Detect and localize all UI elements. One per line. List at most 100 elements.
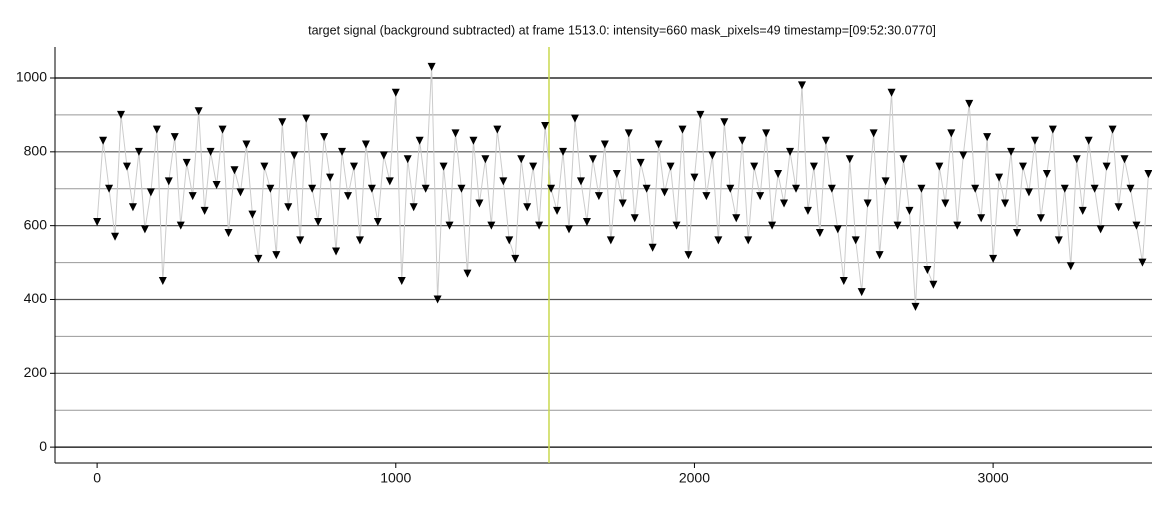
marker [803,206,812,215]
marker [373,217,382,226]
marker [541,121,550,130]
marker [1001,199,1010,208]
marker [439,162,448,171]
marker [1144,169,1152,178]
marker [744,236,753,245]
marker [582,217,591,226]
marker [660,188,669,197]
marker [146,188,155,197]
marker [338,147,347,156]
marker [391,88,400,97]
marker [756,192,765,201]
marker [696,110,705,119]
marker [624,129,633,138]
marker [947,129,956,138]
marker [935,162,944,171]
marker [290,151,299,160]
marker [815,229,824,238]
marker [869,129,878,138]
chart-title: target signal (background subtracted) at… [308,23,936,37]
marker [117,110,126,119]
marker [851,236,860,245]
y-tick-label: 1000 [16,69,47,85]
marker [588,155,597,164]
marker [1066,262,1075,271]
marker [726,184,735,193]
marker [750,162,759,171]
marker [296,236,305,245]
marker [134,147,143,156]
marker [636,158,645,167]
marker [1084,136,1093,145]
series-line [96,66,1149,307]
marker [594,192,603,201]
marker [1013,229,1022,238]
marker [332,247,341,256]
marker [505,236,514,245]
marker [600,140,609,149]
marker [995,173,1004,182]
marker [797,81,806,90]
marker [977,214,986,223]
marker [451,129,460,138]
marker [188,192,197,201]
marker [93,217,102,226]
marker [720,118,729,127]
marker [397,277,406,286]
marker [487,221,496,230]
marker [140,225,149,234]
x-tick-label: 3000 [978,470,1009,486]
marker [493,125,502,134]
marker [218,125,227,134]
marker [791,184,800,193]
marker [200,206,209,215]
marker [547,184,556,193]
marker [433,295,442,304]
marker [989,254,998,263]
marker [612,169,621,178]
marker [475,199,484,208]
marker [714,236,723,245]
marker [923,265,932,274]
marker [648,243,657,252]
marker [983,133,992,142]
marker [122,162,131,171]
marker [780,199,789,208]
marker [176,221,185,230]
marker [654,140,663,149]
marker [445,221,454,230]
marker [570,114,579,123]
marker [403,155,412,164]
marker [708,151,717,160]
marker [630,214,639,223]
marker [786,147,795,156]
marker [284,203,293,212]
y-tick-label: 0 [39,438,47,454]
marker [355,236,364,245]
marker [702,192,711,201]
marker [164,177,173,186]
marker [469,136,478,145]
marker [1036,214,1045,223]
marker [278,118,287,127]
marker [606,236,615,245]
marker [768,221,777,230]
marker [1054,236,1063,245]
marker [266,184,275,193]
marker [230,166,239,175]
marker [529,162,538,171]
marker [302,114,311,123]
marker [320,133,329,142]
marker [738,136,747,145]
x-tick-label: 2000 [679,470,710,486]
marker [1114,203,1123,212]
marker [690,173,699,182]
marker [1138,258,1147,267]
y-tick-label: 800 [24,143,48,159]
marker [511,254,520,263]
marker [415,136,424,145]
marker [833,225,842,234]
marker [99,136,108,145]
marker [523,203,532,212]
